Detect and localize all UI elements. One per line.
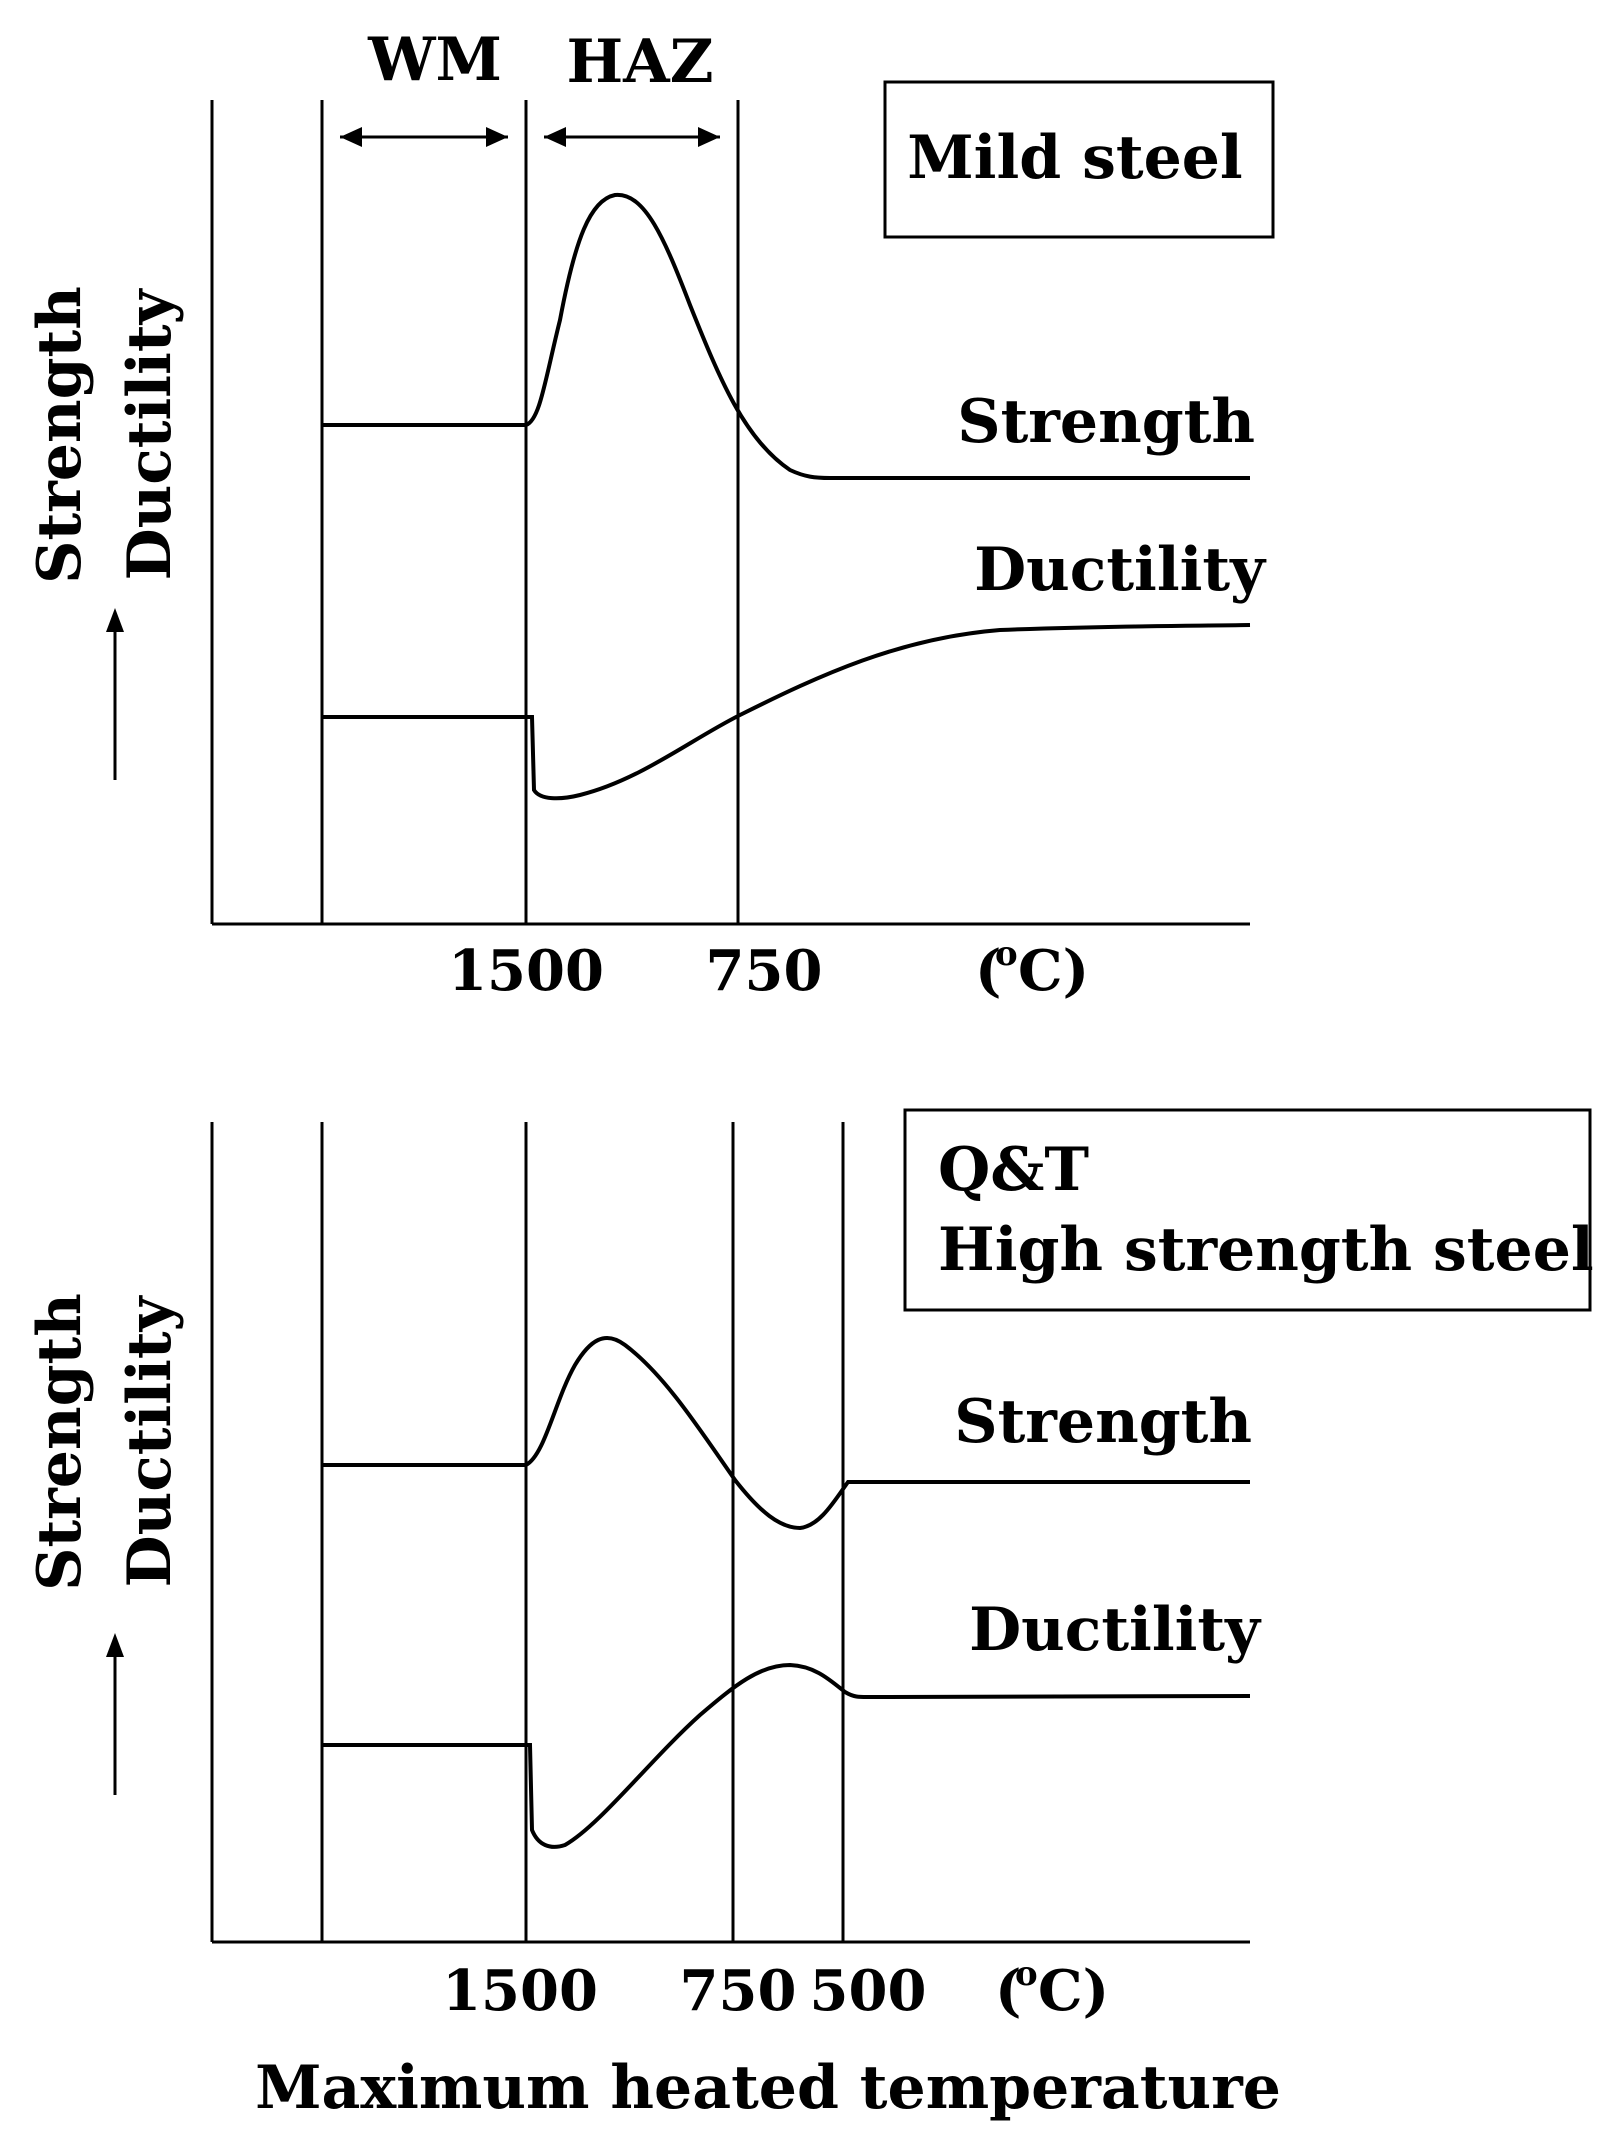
svg-text:(: (	[995, 1958, 1022, 2024]
x-tick-1500: 1500	[442, 1958, 598, 2024]
title-box	[903, 1108, 1592, 1312]
svg-text:o: o	[995, 934, 1018, 974]
series-strength-line	[322, 192, 1250, 480]
y-arrow	[106, 1633, 124, 1795]
y-label-strength: Strength	[25, 1293, 95, 1591]
y-arrow	[106, 608, 124, 780]
y-label-ductility: Ductility	[115, 1294, 185, 1587]
zone-label-wm: WM	[367, 25, 502, 95]
x-tick-750: 750	[706, 938, 823, 1004]
panel-qt-steel: Q&T High strength steel Strength Ductili…	[25, 1108, 1594, 2123]
svg-text:(: (	[975, 938, 1002, 1004]
x-tick-1500: 1500	[448, 938, 604, 1004]
series-label-strength: Strength	[954, 1387, 1252, 1457]
title-box	[883, 80, 1275, 239]
series-label-ductility: Ductility	[969, 1595, 1262, 1665]
chart-title-line-1: Q&T	[938, 1135, 1089, 1205]
zone-label-haz: HAZ	[566, 27, 713, 97]
x-unit: ( o C)	[975, 934, 1089, 1004]
chart-title-line-2: High strength steel	[938, 1215, 1594, 1285]
svg-text:C): C)	[1018, 938, 1089, 1004]
svg-text:C): C)	[1038, 1958, 1109, 2024]
y-label-ductility: Ductility	[115, 287, 185, 580]
panel-mild-steel: WM HAZ Mild steel Strength Ductility Str…	[25, 25, 1275, 1004]
x-unit: ( o C)	[995, 1954, 1109, 2024]
series-label-ductility: Ductility	[974, 535, 1267, 605]
haz-arrow	[544, 127, 720, 147]
series-ductility-line	[322, 1662, 1251, 1849]
svg-text:o: o	[1015, 1954, 1038, 1994]
x-axis-title: Maximum heated temperature	[255, 2053, 1281, 2123]
x-tick-500: 500	[810, 1958, 927, 2024]
wm-arrow	[340, 127, 508, 147]
chart-title: Mild steel	[907, 123, 1242, 193]
series-ductility-line	[322, 623, 1251, 801]
x-tick-750: 750	[680, 1958, 797, 2024]
series-strength-line	[322, 1335, 1250, 1531]
series-label-strength: Strength	[957, 387, 1255, 457]
y-label-strength: Strength	[25, 286, 95, 584]
